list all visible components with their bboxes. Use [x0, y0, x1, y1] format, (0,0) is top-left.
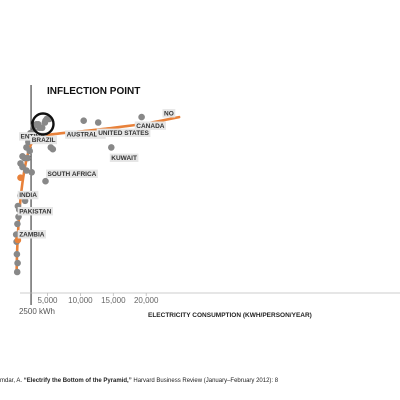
country-label-bg	[162, 109, 176, 118]
country-label: NO	[162, 109, 176, 118]
data-point	[42, 177, 49, 185]
x-tick-label: 10,000	[68, 296, 93, 305]
country-label-text: ZAMBIA	[19, 231, 45, 238]
data-point	[17, 160, 24, 167]
country-label-bg	[134, 121, 166, 130]
country-label: PAKISTAN	[17, 207, 53, 216]
country-label-bg	[17, 230, 46, 239]
country-label-text: UNITED STATES	[98, 130, 149, 137]
source-prefix: mdar, A.	[0, 378, 24, 384]
data-point	[80, 117, 87, 124]
country-label: ZAMBIA	[17, 230, 46, 239]
country-label-text: AUSTRALIA	[67, 132, 105, 139]
country-label: SOUTH AFRICA	[46, 169, 98, 178]
country-label-text: INDIA	[19, 192, 37, 199]
data-point	[28, 169, 35, 176]
highlight-point	[17, 174, 24, 181]
data-point	[13, 268, 21, 276]
data-point	[49, 145, 57, 153]
data-point	[41, 119, 49, 126]
country-label: CANADA	[134, 121, 166, 130]
country-label-text: CANADA	[136, 123, 164, 130]
data-point	[35, 121, 42, 128]
x-tick-label: 15,000	[101, 296, 126, 305]
data-point	[23, 167, 30, 174]
country-label-bg	[17, 207, 53, 216]
data-point	[138, 113, 145, 121]
data-point	[14, 220, 21, 228]
country-label-text: KUWAIT	[111, 155, 137, 162]
country-label-text: PAKISTAN	[19, 208, 52, 215]
country-label-text: BRAZIL	[32, 137, 56, 144]
source-citation: mdar, A. “Electrify the Bottom of the Py…	[0, 378, 400, 384]
reference-line-label: 2500 kWh	[19, 307, 55, 316]
country-label-bg	[96, 128, 151, 137]
country-label-bg	[65, 130, 106, 139]
source-title: “Electrify the Bottom of the Pyramid,”	[23, 378, 132, 384]
data-point	[19, 153, 26, 160]
country-label-text: NO	[164, 110, 174, 117]
x-axis-title: ELECTRICITY CONSUMPTION (KWH/PERSON/YEAR…	[148, 312, 312, 319]
country-label: BRAZIL	[30, 135, 57, 145]
data-point	[94, 119, 102, 126]
data-point	[24, 154, 32, 162]
country-label-text: SOUTH AFRICA	[48, 171, 97, 178]
country-label: INDIA	[17, 190, 39, 200]
x-tick-label: 5,000	[37, 296, 58, 305]
country-label: AUSTRALIA	[65, 130, 106, 139]
country-label-bg	[30, 135, 57, 145]
data-point	[14, 259, 21, 267]
country-label-bg	[109, 153, 139, 162]
country-label: UNITED STATES	[96, 128, 151, 137]
country-label-bg	[46, 169, 98, 178]
x-tick-label: 20,000	[134, 296, 159, 305]
data-point	[23, 144, 30, 151]
country-label-bg	[17, 190, 39, 200]
inflection-point-title: INFLECTION POINT	[47, 86, 140, 97]
data-point	[13, 250, 21, 258]
country-label: KUWAIT	[109, 153, 139, 162]
source-rest: Harvard Business Review (January–Februar…	[131, 378, 279, 384]
inflection-point-circle	[31, 112, 55, 136]
data-point	[108, 144, 115, 151]
